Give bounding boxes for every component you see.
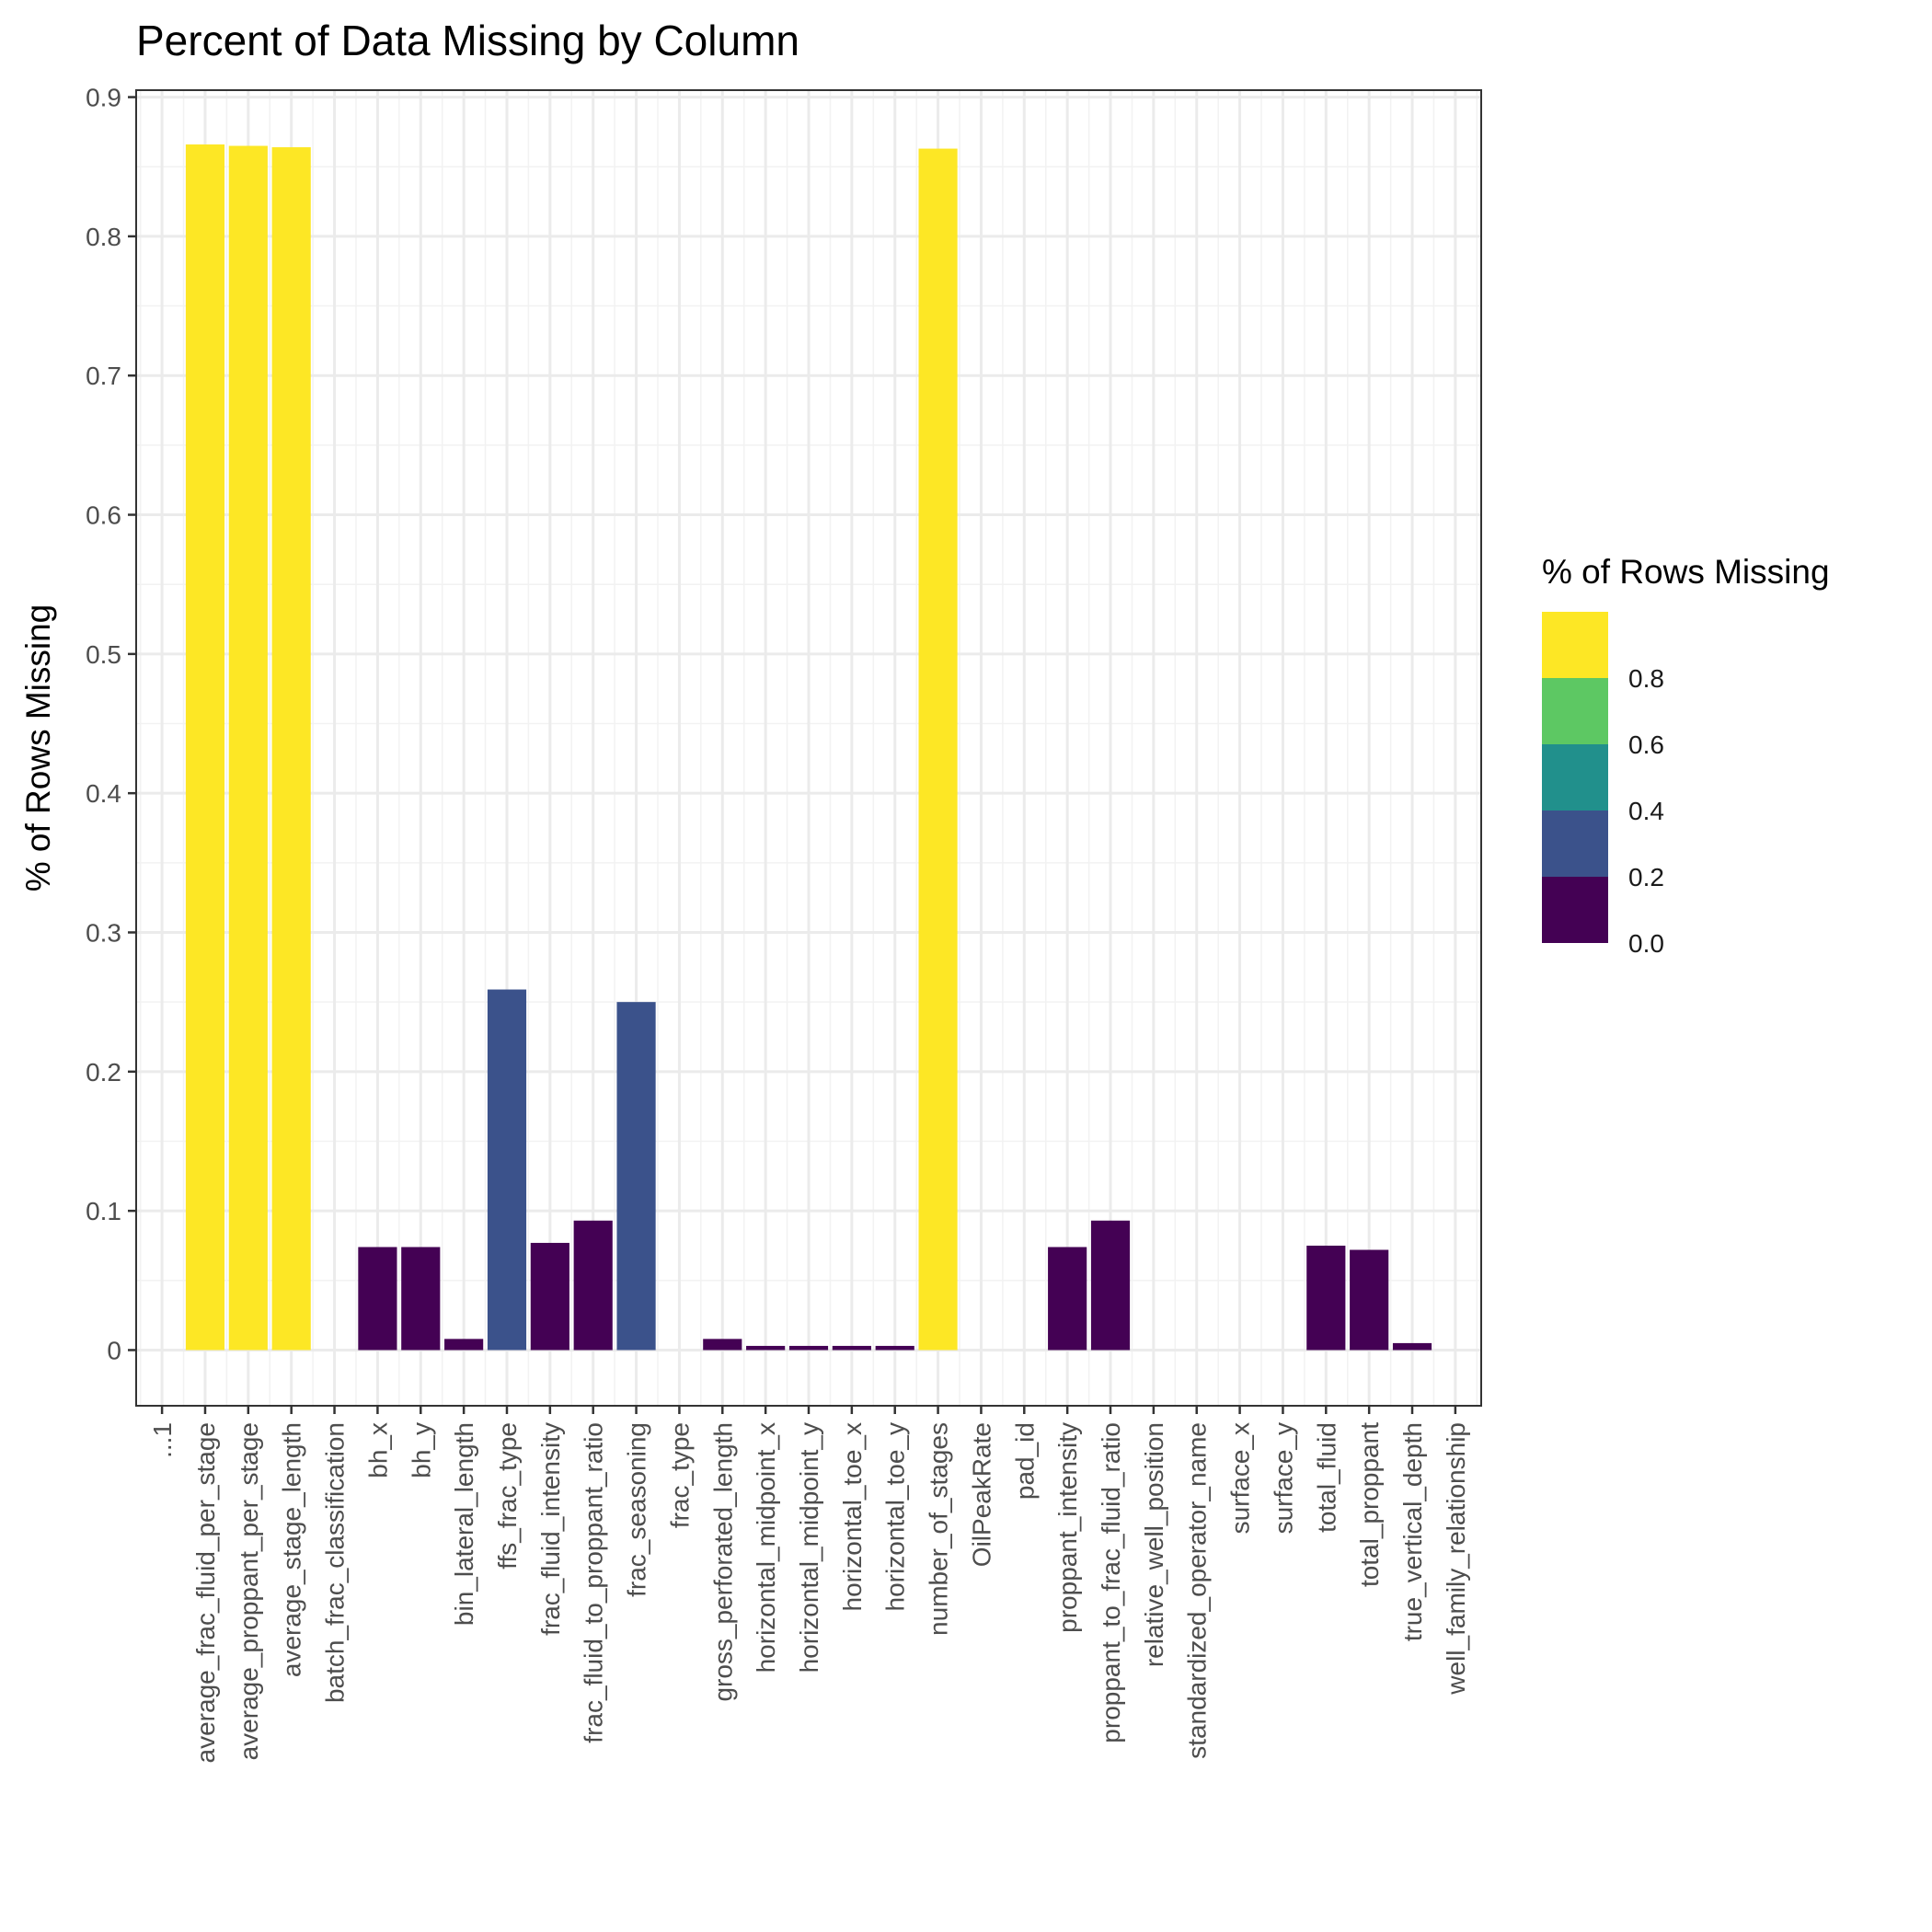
x-tick-label: ffs_frac_type xyxy=(493,1422,522,1570)
bar-frac_seasoning xyxy=(616,1002,656,1351)
bar-frac_fluid_to_proppant_ratio xyxy=(573,1220,613,1351)
legend-color-bin xyxy=(1542,612,1608,678)
legend-color-bin xyxy=(1542,811,1608,877)
x-tick-label: surface_y xyxy=(1269,1422,1297,1534)
y-tick-label: 0.2 xyxy=(86,1058,121,1087)
y-tick-label: 0.7 xyxy=(86,362,121,390)
x-tick-label: proppant_intensity xyxy=(1053,1422,1082,1633)
bar-total_fluid xyxy=(1306,1245,1346,1351)
x-tick-label: relative_well_position xyxy=(1140,1422,1168,1667)
grid-major xyxy=(136,90,1481,1406)
y-axis: 0 0.1 0.2 0.3 0.4 0.5 0.6 0.7 0.8 0.9 xyxy=(86,84,136,1364)
x-tick-label: frac_type xyxy=(665,1422,694,1528)
x-tick-label: frac_fluid_intensity xyxy=(536,1422,565,1636)
x-tick-label: ...1 xyxy=(148,1422,177,1458)
x-tick-label: horizontal_midpoint_x xyxy=(752,1422,780,1673)
x-tick-label: pad_id xyxy=(1010,1422,1039,1500)
y-tick-label: 0 xyxy=(107,1336,121,1364)
x-tick-label: horizontal_midpoint_y xyxy=(795,1422,823,1673)
x-tick-label: surface_x xyxy=(1226,1422,1255,1534)
y-tick-label: 0.6 xyxy=(86,501,121,530)
bar-proppant_intensity xyxy=(1048,1247,1087,1351)
bar-bh_x xyxy=(358,1247,397,1351)
bar-horizontal_toe_y xyxy=(875,1345,914,1351)
bar-bin_lateral_length xyxy=(444,1339,484,1351)
x-tick-label: proppant_to_frac_fluid_ratio xyxy=(1097,1422,1125,1743)
bar-horizontal_toe_x xyxy=(832,1345,871,1351)
legend-color-bin xyxy=(1542,877,1608,943)
x-tick-label: bin_lateral_length xyxy=(450,1422,478,1626)
bar-average_stage_length xyxy=(271,147,311,1351)
bar-bh_y xyxy=(401,1247,441,1351)
bar-frac_fluid_intensity xyxy=(530,1242,569,1351)
bar-ffs_frac_type xyxy=(487,989,527,1351)
bar-average_proppant_per_stage xyxy=(228,145,268,1351)
x-tick-label: average_proppant_per_stage xyxy=(235,1422,263,1760)
x-tick-label: bh_x xyxy=(363,1422,392,1478)
y-tick-label: 0.9 xyxy=(86,84,121,112)
x-tick-label: OilPeakRate xyxy=(967,1422,995,1567)
bar-horizontal_midpoint_y xyxy=(788,1345,829,1351)
x-tick-label: average_frac_fluid_per_stage xyxy=(191,1422,220,1763)
x-tick-label: horizontal_toe_x xyxy=(838,1422,867,1611)
bar-horizontal_midpoint_x xyxy=(746,1345,786,1351)
x-tick-label: well_family_relationship xyxy=(1442,1422,1470,1696)
x-tick-label: standardized_operator_name xyxy=(1183,1422,1212,1759)
bar-number_of_stages xyxy=(918,148,958,1351)
x-tick-label: true_vertical_depth xyxy=(1398,1422,1427,1641)
legend-tick-label: 0.8 xyxy=(1628,664,1664,693)
y-tick-label: 0.5 xyxy=(86,640,121,669)
y-tick-label: 0.4 xyxy=(86,779,121,808)
bar-gross_perforated_length xyxy=(703,1339,742,1351)
bars xyxy=(185,144,1432,1351)
x-tick-label: total_proppant xyxy=(1355,1422,1384,1587)
x-tick-label: gross_perforated_length xyxy=(708,1422,737,1702)
x-tick-label: average_stage_length xyxy=(278,1422,306,1677)
legend-tick-label: 0.6 xyxy=(1628,730,1664,759)
legend-tick-label: 0.2 xyxy=(1628,863,1664,891)
x-tick-label: horizontal_toe_y xyxy=(881,1422,910,1611)
x-tick-label: frac_seasoning xyxy=(623,1422,651,1597)
legend-tick-label: 0.4 xyxy=(1628,797,1664,825)
bar-proppant_to_frac_fluid_ratio xyxy=(1090,1220,1131,1351)
grid-minor xyxy=(136,90,1481,1406)
x-tick-label: batch_frac_classification xyxy=(321,1422,350,1703)
x-tick-label: total_fluid xyxy=(1312,1422,1340,1533)
chart-title: Percent of Data Missing by Column xyxy=(136,17,799,64)
bar-total_proppant xyxy=(1350,1249,1389,1351)
y-tick-label: 0.3 xyxy=(86,919,121,948)
legend-color-bin xyxy=(1542,678,1608,744)
x-tick-label: number_of_stages xyxy=(925,1422,953,1636)
bar-average_frac_fluid_per_stage xyxy=(185,144,225,1351)
x-tick-label: frac_fluid_to_proppant_ratio xyxy=(580,1422,608,1743)
y-tick-label: 0.1 xyxy=(86,1197,121,1225)
x-axis: ...1 average_frac_fluid_per_stage average_… xyxy=(148,1406,1470,1763)
legend-title: % of Rows Missing xyxy=(1542,553,1830,591)
legend-color-bin xyxy=(1542,744,1608,811)
bar-true_vertical_depth xyxy=(1392,1342,1432,1351)
y-axis-title: % of Rows Missing xyxy=(19,604,57,892)
y-tick-label: 0.8 xyxy=(86,223,121,251)
x-tick-label: bh_y xyxy=(407,1422,435,1478)
legend-tick-label: 0.0 xyxy=(1628,929,1664,958)
legend: % of Rows Missing 0.0 0.2 0.4 0.6 0.8 xyxy=(1542,553,1830,958)
